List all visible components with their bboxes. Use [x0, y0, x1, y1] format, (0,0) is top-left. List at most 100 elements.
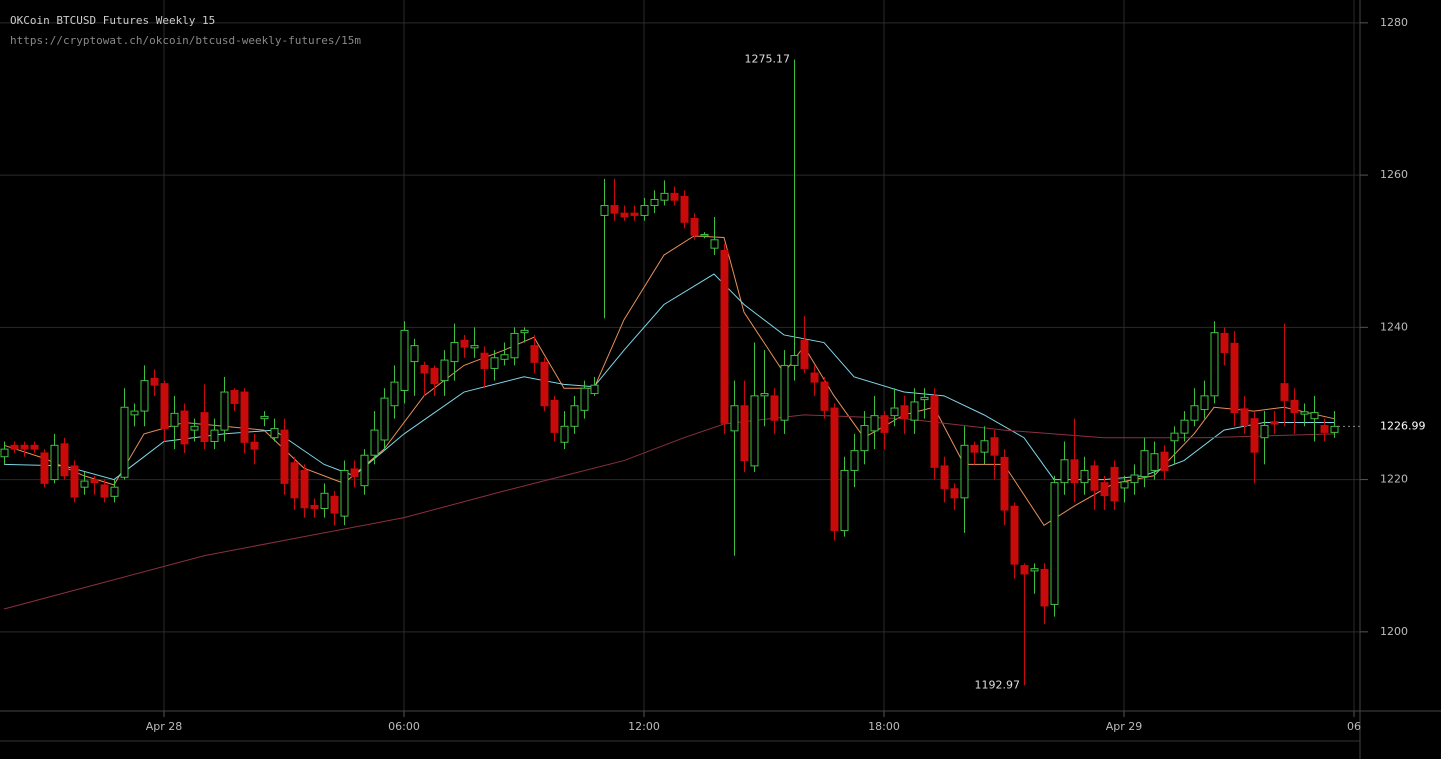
- high-label: 1275.17: [745, 53, 791, 66]
- candle-body: [270, 428, 279, 439]
- candle-body: [720, 249, 729, 424]
- candle-body: [1320, 425, 1329, 433]
- candle-body: [190, 425, 199, 431]
- candle-body: [1000, 457, 1009, 511]
- candle-body: [1270, 421, 1279, 425]
- candle-body: [650, 198, 659, 207]
- candle-body: [290, 462, 299, 499]
- indicator-line: [3, 273, 1334, 481]
- candle-body: [120, 406, 129, 478]
- candle-body: [170, 412, 179, 427]
- candle-body: [630, 212, 639, 216]
- last-price-label: 1226.99: [1380, 419, 1426, 432]
- candle-body: [320, 492, 329, 510]
- candle-body: [430, 367, 439, 385]
- chart-title: OKCoin BTCUSD Futures Weekly 15: [10, 14, 215, 27]
- candle-body: [460, 339, 469, 348]
- candle-body: [970, 444, 979, 453]
- candle-body: [700, 233, 709, 237]
- candle-body: [750, 395, 759, 467]
- candle-body: [110, 486, 119, 497]
- candle-body: [680, 195, 689, 223]
- candle-body: [140, 380, 149, 412]
- candle-body: [1100, 482, 1109, 497]
- candle-body: [550, 399, 559, 433]
- x-tick-label: 18:00: [868, 720, 900, 733]
- y-tick-label: 1260: [1380, 168, 1408, 181]
- candle-body: [30, 444, 39, 450]
- candle-body: [240, 391, 249, 443]
- candle-body: [470, 345, 479, 349]
- candle-body: [200, 412, 209, 443]
- candle-body: [230, 390, 239, 404]
- x-tick-label: 06:00: [388, 720, 420, 733]
- candle-body: [1090, 465, 1099, 491]
- candle-body: [1210, 332, 1219, 397]
- candle-body: [1310, 412, 1319, 420]
- candle-body: [500, 354, 509, 360]
- candle-body: [600, 205, 609, 216]
- candle-body: [1150, 453, 1159, 471]
- candle-body: [410, 345, 419, 363]
- candle-body: [1060, 459, 1069, 484]
- candle-body: [60, 443, 69, 477]
- candle-body: [520, 329, 529, 334]
- candle-body: [820, 381, 829, 411]
- y-tick-label: 1240: [1380, 320, 1408, 333]
- candle-body: [480, 352, 489, 369]
- candle-body: [1220, 332, 1229, 353]
- candle-body: [70, 465, 79, 498]
- candle-body: [980, 440, 989, 453]
- candle-body: [880, 415, 889, 433]
- candle-body: [100, 484, 109, 498]
- candle-body: [340, 469, 349, 517]
- candle-body: [580, 387, 589, 411]
- candle-body: [540, 361, 549, 407]
- candle-body: [590, 384, 599, 395]
- candle-body: [40, 452, 49, 484]
- candle-body: [330, 495, 339, 514]
- x-tick-label: Apr 29: [1106, 720, 1143, 733]
- candle-body: [80, 480, 89, 488]
- candle-body: [350, 468, 359, 478]
- candle-body: [1330, 425, 1339, 433]
- candle-body: [930, 395, 939, 468]
- candle-body: [730, 405, 739, 432]
- candle-body: [210, 429, 219, 443]
- candle-body: [780, 364, 789, 421]
- candle-body: [250, 441, 259, 450]
- candle-body: [1280, 383, 1289, 401]
- candle-body: [640, 205, 649, 216]
- candle-body: [1230, 342, 1239, 414]
- candle-body: [260, 415, 269, 420]
- candle-body: [850, 450, 859, 471]
- candle-body: [1180, 419, 1189, 434]
- candle-body: [1200, 395, 1209, 411]
- candle-body: [620, 212, 629, 218]
- candle-body: [360, 454, 369, 487]
- candle-body: [400, 329, 409, 392]
- candle-body: [1140, 450, 1149, 478]
- candle-body: [300, 469, 309, 509]
- candle-body: [1170, 432, 1179, 442]
- candle-body: [960, 444, 969, 499]
- candle-body: [310, 504, 319, 510]
- candle-body: [490, 357, 499, 369]
- candle-body: [420, 364, 429, 374]
- candle-body: [1080, 469, 1089, 484]
- candle-body: [900, 405, 909, 420]
- x-tick-label: 12:00: [628, 720, 660, 733]
- chart-subtitle: https://cryptowat.ch/okcoin/btcusd-weekl…: [10, 34, 361, 47]
- candle-body: [670, 192, 679, 201]
- candle-body: [1250, 418, 1259, 453]
- candle-body: [1240, 408, 1249, 427]
- candle-body: [440, 359, 449, 382]
- candle-body: [740, 405, 749, 462]
- candle-body: [860, 425, 869, 452]
- candle-body: [1190, 405, 1199, 421]
- candle-body: [450, 342, 459, 363]
- candle-body: [1030, 568, 1039, 572]
- candle-body: [920, 396, 929, 401]
